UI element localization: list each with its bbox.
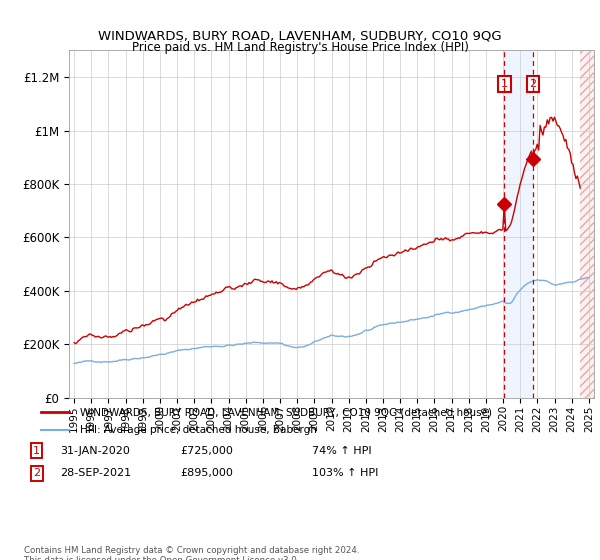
Bar bbox=[505, 50, 533, 398]
Text: 1: 1 bbox=[501, 79, 508, 89]
Text: 1: 1 bbox=[33, 446, 40, 456]
Text: 28-SEP-2021: 28-SEP-2021 bbox=[60, 468, 131, 478]
Text: Price paid vs. HM Land Registry's House Price Index (HPI): Price paid vs. HM Land Registry's House … bbox=[131, 41, 469, 54]
Text: WINDWARDS, BURY ROAD, LAVENHAM, SUDBURY, CO10 9QG (detached house): WINDWARDS, BURY ROAD, LAVENHAM, SUDBURY,… bbox=[80, 407, 491, 417]
Bar bbox=[580, 50, 594, 398]
Text: WINDWARDS, BURY ROAD, LAVENHAM, SUDBURY, CO10 9QG: WINDWARDS, BURY ROAD, LAVENHAM, SUDBURY,… bbox=[98, 30, 502, 43]
Text: 31-JAN-2020: 31-JAN-2020 bbox=[60, 446, 130, 456]
Text: Contains HM Land Registry data © Crown copyright and database right 2024.
This d: Contains HM Land Registry data © Crown c… bbox=[24, 546, 359, 560]
Text: 2: 2 bbox=[33, 468, 40, 478]
Text: £895,000: £895,000 bbox=[180, 468, 233, 478]
Text: HPI: Average price, detached house, Babergh: HPI: Average price, detached house, Babe… bbox=[80, 425, 317, 435]
Text: 74% ↑ HPI: 74% ↑ HPI bbox=[312, 446, 371, 456]
Text: £725,000: £725,000 bbox=[180, 446, 233, 456]
Text: 103% ↑ HPI: 103% ↑ HPI bbox=[312, 468, 379, 478]
Text: 2: 2 bbox=[530, 79, 536, 89]
